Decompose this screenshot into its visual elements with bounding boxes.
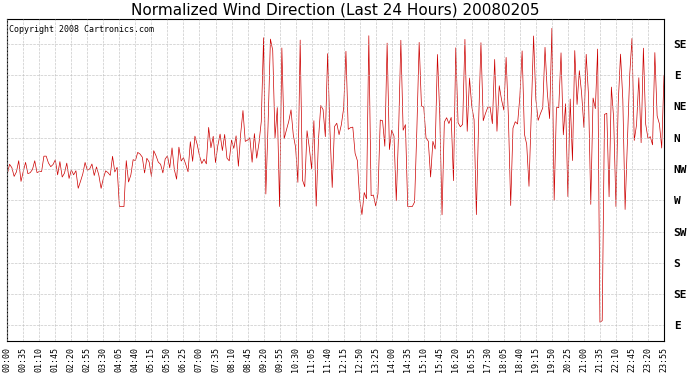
Title: Normalized Wind Direction (Last 24 Hours) 20080205: Normalized Wind Direction (Last 24 Hours… (131, 3, 540, 18)
Text: Copyright 2008 Cartronics.com: Copyright 2008 Cartronics.com (8, 26, 154, 34)
